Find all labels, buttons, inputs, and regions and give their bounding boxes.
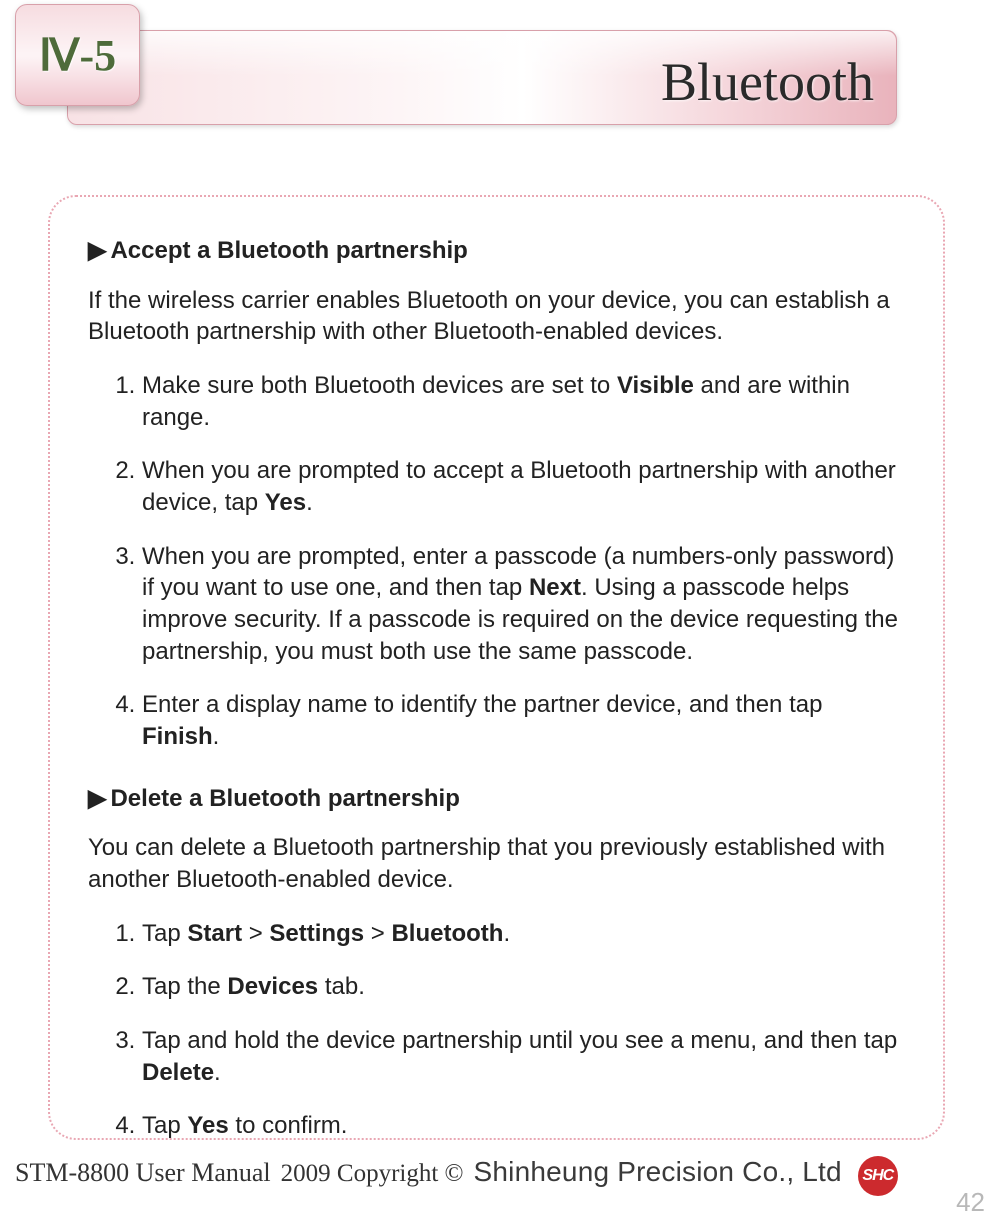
heading-text: Accept a Bluetooth partnership [110, 237, 467, 264]
page-number: 42 [956, 1187, 985, 1218]
manual-name: STM-8800 User Manual [15, 1158, 271, 1188]
page-footer: STM-8800 User Manual 2009 Copyright © Sh… [15, 1156, 970, 1196]
section-a-heading: ▶Accept a Bluetooth partnership [88, 235, 905, 267]
list-item: Tap and hold the device partnership unti… [142, 1025, 905, 1088]
shc-logo-icon: SHC [858, 1156, 898, 1196]
list-item: Tap Start > Settings > Bluetooth. [142, 918, 905, 950]
list-item: Make sure both Bluetooth devices are set… [142, 370, 905, 433]
section-a-steps: Make sure both Bluetooth devices are set… [88, 370, 905, 753]
content-panel: ▶Accept a Bluetooth partnership If the w… [48, 195, 945, 1140]
list-item: When you are prompted, enter a passcode … [142, 541, 905, 668]
list-item: Enter a display name to identify the par… [142, 689, 905, 752]
section-badge: Ⅳ-5 [15, 4, 140, 106]
list-item: Tap the Devices tab. [142, 971, 905, 1003]
section-b-heading: ▶Delete a Bluetooth partnership [88, 783, 905, 815]
header-banner: Bluetooth [67, 30, 897, 125]
section-a-intro: If the wireless carrier enables Bluetoot… [88, 285, 905, 348]
section-b-steps: Tap Start > Settings > Bluetooth. Tap th… [88, 918, 905, 1142]
list-item: When you are prompted to accept a Blueto… [142, 455, 905, 518]
copyright-text: 2009 Copyright © [281, 1160, 464, 1188]
heading-text: Delete a Bluetooth partnership [110, 785, 459, 812]
company-name: Shinheung Precision Co., Ltd [474, 1156, 842, 1188]
page-title: Bluetooth [661, 51, 874, 113]
triangle-icon: ▶ [88, 237, 106, 264]
list-item: Tap Yes to confirm. [142, 1110, 905, 1142]
triangle-icon: ▶ [88, 785, 106, 812]
section-b-intro: You can delete a Bluetooth partnership t… [88, 832, 905, 895]
section-number: Ⅳ-5 [39, 30, 116, 81]
